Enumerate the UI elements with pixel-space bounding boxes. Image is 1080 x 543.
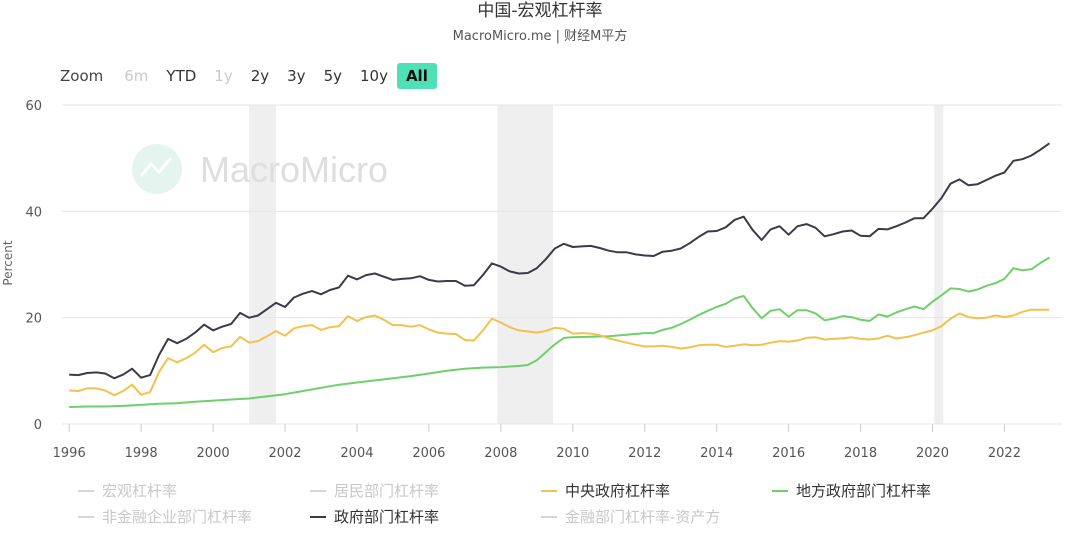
y-axis-ticks: 0 20 40 60 — [25, 99, 42, 433]
series-line-1[interactable] — [69, 308, 1050, 397]
x-tick-label: 2006 — [412, 446, 445, 461]
y-tick-label: 60 — [25, 99, 42, 114]
y-axis-label: Percent — [1, 240, 15, 285]
x-tick-label: 2004 — [340, 446, 373, 461]
recession-band-0 — [249, 105, 277, 424]
legend-item-government-leverage[interactable]: 政府部门杠杆率 — [310, 506, 439, 528]
legend-item-financial-leverage[interactable]: 金融部门杠杆率-资产方 — [541, 506, 720, 528]
legend-swatch — [310, 490, 326, 492]
legend-item-household-leverage[interactable]: 居民部门杠杆率 — [310, 480, 439, 502]
legend-item-local-gov-leverage[interactable]: 地方政府部门杠杆率 — [772, 480, 931, 502]
legend-label: 金融部门杠杆率-资产方 — [565, 508, 721, 526]
recession-band-1 — [497, 105, 554, 424]
x-tick-label: 2022 — [988, 446, 1021, 461]
x-tick-label: 2010 — [556, 446, 589, 461]
y-tick-label: 20 — [25, 312, 42, 327]
legend-label: 政府部门杠杆率 — [334, 508, 440, 526]
x-tick-label: 2020 — [916, 446, 949, 461]
zoom-6m-button[interactable]: 6m — [124, 67, 149, 85]
x-tick-label: 2000 — [197, 446, 230, 461]
recession-band-2 — [934, 105, 944, 424]
recession-bands — [249, 105, 944, 424]
legend-swatch — [78, 490, 94, 492]
x-tick-label: 2002 — [268, 446, 301, 461]
x-tick-label: 2016 — [772, 446, 805, 461]
x-axis-ticks: 1996 1998 2000 2002 2004 2006 2008 2010 2012 2014… — [53, 424, 1021, 461]
zoom-1y-button[interactable]: 1y — [214, 67, 233, 85]
zoom-3y-button[interactable]: 3y — [287, 67, 306, 85]
zoom-bar: Zoom 6m YTD 1y 2y 3y 5y 10y All — [60, 63, 437, 89]
series-lines — [69, 142, 1050, 408]
x-tick-label: 1996 — [53, 446, 86, 461]
x-tick-label: 2018 — [844, 446, 877, 461]
zoom-2y-button[interactable]: 2y — [250, 67, 270, 85]
series-line-0[interactable] — [69, 142, 1050, 380]
x-tick-label: 2012 — [628, 446, 661, 461]
y-tick-label: 0 — [34, 418, 42, 433]
x-tick-label: 2008 — [484, 446, 517, 461]
watermark-text: MacroMicro — [200, 149, 388, 190]
chart-subtitle: MacroMicro.me | 财经M平方 — [452, 29, 628, 44]
y-tick-label: 40 — [25, 205, 42, 220]
zoom-all-button[interactable]: All — [396, 63, 437, 89]
gridlines — [62, 104, 1062, 425]
legend-label: 宏观杠杆率 — [102, 482, 178, 500]
legend-item-nonfin-corp-leverage[interactable]: 非金融企业部门杠杆率 — [78, 506, 252, 528]
x-tick-label: 2014 — [700, 446, 733, 461]
watermark: MacroMicro — [132, 144, 388, 194]
legend-swatch — [78, 516, 94, 518]
legend-label: 非金融企业部门杠杆率 — [102, 508, 253, 526]
legend-label: 地方政府部门杠杆率 — [796, 482, 932, 500]
zoom-10y-button[interactable]: 10y — [359, 67, 388, 85]
line-chart[interactable]: MacroMicro 0 20 40 60 1996 1998 2000 2002 2004 2… — [0, 0, 1080, 470]
watermark-logo-mark — [139, 157, 173, 177]
x-tick-label: 1998 — [125, 446, 158, 461]
legend-swatch — [310, 516, 326, 518]
zoom-label: Zoom — [60, 67, 104, 85]
legend-swatch — [541, 516, 557, 518]
legend-label: 居民部门杠杆率 — [334, 482, 440, 500]
legend-label: 中央政府杠杆率 — [565, 482, 671, 500]
zoom-ytd-button[interactable]: YTD — [166, 67, 197, 85]
series-line-2[interactable] — [69, 256, 1050, 408]
zoom-5y-button[interactable]: 5y — [323, 67, 342, 85]
legend-item-macro-leverage[interactable]: 宏观杠杆率 — [78, 480, 177, 502]
chart-title: 中国-宏观杠杆率 — [477, 1, 603, 21]
legend-swatch — [772, 490, 788, 492]
legend-item-central-gov-leverage[interactable]: 中央政府杠杆率 — [541, 480, 670, 502]
legend-swatch — [541, 490, 557, 492]
